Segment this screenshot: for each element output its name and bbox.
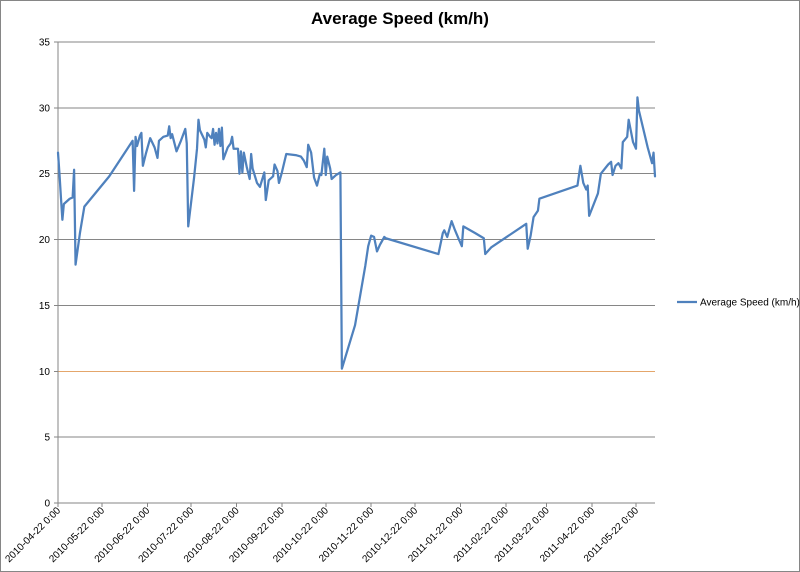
chart-title: Average Speed (km/h): [311, 9, 489, 28]
y-tick-label: 0: [44, 499, 50, 510]
y-tick-label: 35: [39, 38, 51, 49]
y-tick-label: 10: [39, 367, 51, 378]
gridlines: [58, 41, 655, 438]
y-tick-label: 15: [39, 301, 51, 312]
axes: [54, 41, 655, 507]
series-line: [56, 96, 657, 370]
legend-label: Average Speed (km/h): [700, 298, 800, 309]
y-tick-label: 30: [39, 103, 51, 114]
y-tick-label: 25: [39, 169, 51, 180]
y-tick-label: 5: [44, 433, 50, 444]
y-tick-label: 20: [39, 235, 51, 246]
plot-series: [56, 96, 657, 370]
y-axis-ticks: 0 5 10 15 20 25 30 35: [39, 38, 51, 510]
legend: Average Speed (km/h): [677, 298, 800, 309]
